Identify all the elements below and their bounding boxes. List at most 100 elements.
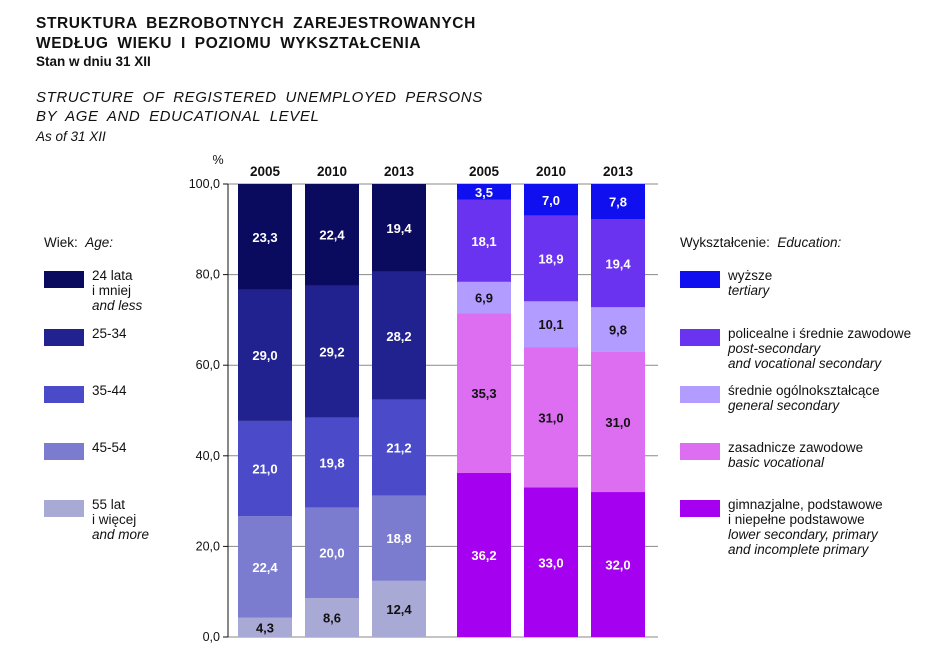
age-legend-heading-pl: Wiek:	[44, 235, 78, 250]
y-tick-label: 0,0	[203, 630, 220, 644]
age-data-label: 23,3	[252, 230, 277, 245]
age-category-label: 2005	[250, 164, 281, 179]
age-bar-segment	[305, 184, 359, 286]
age-legend-swatch	[44, 271, 84, 288]
age-data-label: 29,2	[319, 345, 344, 360]
education-data-label: 31,0	[605, 415, 630, 430]
age-legend-swatch	[44, 386, 84, 403]
education-legend-swatch	[680, 271, 720, 288]
education-bar-segment	[524, 301, 578, 348]
age-legend-text-pl2: i więcej	[92, 512, 137, 527]
age-bar-segment	[305, 285, 359, 418]
education-legend-label: policealne i średnie zawodowe post-second…	[728, 326, 911, 371]
education-category-label: 2005	[469, 164, 500, 179]
age-bar-segment	[372, 495, 426, 581]
age-legend-label: 24 lata i mniej and less	[92, 268, 142, 313]
education-legend-text-pl: wyższe	[728, 268, 773, 283]
education-data-label: 10,1	[538, 317, 563, 332]
education-bar-segment	[524, 215, 578, 302]
education-bar-segment	[457, 473, 511, 637]
age-data-label: 29,0	[252, 348, 277, 363]
education-data-label: 3,5	[475, 185, 493, 200]
education-legend-swatch	[680, 329, 720, 346]
age-data-label: 20,0	[319, 546, 344, 561]
chart-title-pl-line2: WEDŁUG WIEKU I POZIOMU WYKSZTAŁCENIA	[36, 35, 422, 52]
age-data-label: 22,4	[252, 560, 278, 575]
chart-title-en: STRUCTURE OF REGISTERED UNEMPLOYED PERSO…	[36, 88, 483, 126]
education-legend-text-en: lower secondary, primary	[728, 527, 878, 542]
education-legend-text-en2: and vocational secondary	[728, 356, 882, 371]
age-data-label: 19,8	[319, 456, 344, 471]
age-data-label: 19,4	[386, 221, 412, 236]
education-legend-text-pl2: i niepełne podstawowe	[728, 512, 865, 527]
education-bar-segment	[457, 199, 511, 282]
education-data-label: 18,1	[471, 234, 496, 249]
age-data-label: 12,4	[386, 602, 412, 617]
chart-title-pl: STRUKTURA BEZROBOTNYCH ZAREJESTROWANYCH …	[36, 14, 476, 54]
education-data-label: 32,0	[605, 558, 630, 573]
education-data-label: 35,3	[471, 386, 496, 401]
education-category-label: 2013	[603, 164, 634, 179]
age-bar-segment	[238, 420, 292, 517]
age-bar-segment	[238, 289, 292, 421]
education-bar-segment	[591, 351, 645, 493]
age-data-label: 21,2	[386, 441, 411, 456]
age-bar-segment	[238, 184, 292, 290]
age-legend-text-pl: 55 lat	[92, 497, 126, 512]
age-legend-label: 55 lat i więcej and more	[92, 497, 149, 542]
education-data-label: 7,0	[542, 193, 560, 208]
y-tick-label: 40,0	[196, 449, 220, 463]
education-legend-label: wyższe tertiary	[728, 268, 772, 298]
age-legend-swatch	[44, 443, 84, 460]
age-data-label: 18,8	[386, 531, 411, 546]
education-legend-text-pl: gimnazjalne, podstawowe	[728, 497, 883, 512]
age-legend-text-en: and less	[92, 298, 143, 313]
education-bar-segment	[591, 307, 645, 352]
education-legend-text-pl: policealne i średnie zawodowe	[728, 326, 912, 341]
education-bar-segment	[591, 219, 645, 308]
age-legend-text-en: and more	[92, 527, 150, 542]
age-legend-label: 45-54	[92, 440, 127, 455]
education-bar-segment	[591, 492, 645, 637]
education-legend-label: zasadnicze zawodowe basic vocational	[728, 440, 863, 470]
age-data-label: 28,2	[386, 329, 411, 344]
chart-title-en-line2: BY AGE AND EDUCATIONAL LEVEL	[36, 108, 320, 125]
age-data-label: 8,6	[323, 611, 341, 626]
chart-title-en-line1: STRUCTURE OF REGISTERED UNEMPLOYED PERSO…	[36, 89, 483, 106]
y-tick-label: 80,0	[196, 268, 220, 282]
age-legend-heading: Wiek: Age:	[44, 235, 113, 250]
education-data-label: 6,9	[475, 290, 493, 305]
education-legend-text-en: basic vocational	[728, 455, 825, 470]
age-bar-segment	[238, 617, 292, 637]
education-data-label: 9,8	[609, 322, 627, 337]
age-legend-text-pl: 24 lata	[92, 268, 133, 283]
age-legend-heading-en: Age:	[85, 235, 114, 250]
age-bar-segment	[305, 598, 359, 637]
age-bar-segment	[238, 516, 292, 618]
chart-subtitle-pl: Stan w dniu 31 XII	[36, 54, 151, 69]
y-tick-label: 100,0	[189, 177, 220, 191]
age-legend-swatch	[44, 329, 84, 346]
education-legend-text-en: tertiary	[728, 283, 770, 298]
education-legend-swatch	[680, 500, 720, 517]
education-bar-segment	[457, 281, 511, 314]
y-axis-unit-label: %	[212, 153, 223, 167]
education-data-label: 7,8	[609, 195, 627, 210]
education-legend-heading-pl: Wykształcenie:	[680, 235, 770, 250]
education-legend-label: średnie ogólnokształcące general secondar…	[728, 383, 880, 413]
education-data-label: 18,9	[538, 252, 563, 267]
age-legend-text-pl2: i mniej	[92, 283, 132, 298]
education-bar-segment	[524, 184, 578, 216]
education-data-label: 19,4	[605, 256, 631, 271]
education-bar-segment	[524, 487, 578, 637]
age-data-label: 22,4	[319, 228, 345, 243]
age-bar-segment	[372, 399, 426, 496]
education-bar-segment	[457, 313, 511, 474]
age-legend-text-pl: 45-54	[92, 440, 127, 455]
education-legend-swatch	[680, 386, 720, 403]
education-data-label: 31,0	[538, 410, 563, 425]
education-bar-segment	[591, 184, 645, 220]
chart-title-pl-line1: STRUKTURA BEZROBOTNYCH ZAREJESTROWANYCH	[36, 15, 476, 32]
education-legend-heading: Wykształcenie: Education:	[680, 235, 841, 250]
